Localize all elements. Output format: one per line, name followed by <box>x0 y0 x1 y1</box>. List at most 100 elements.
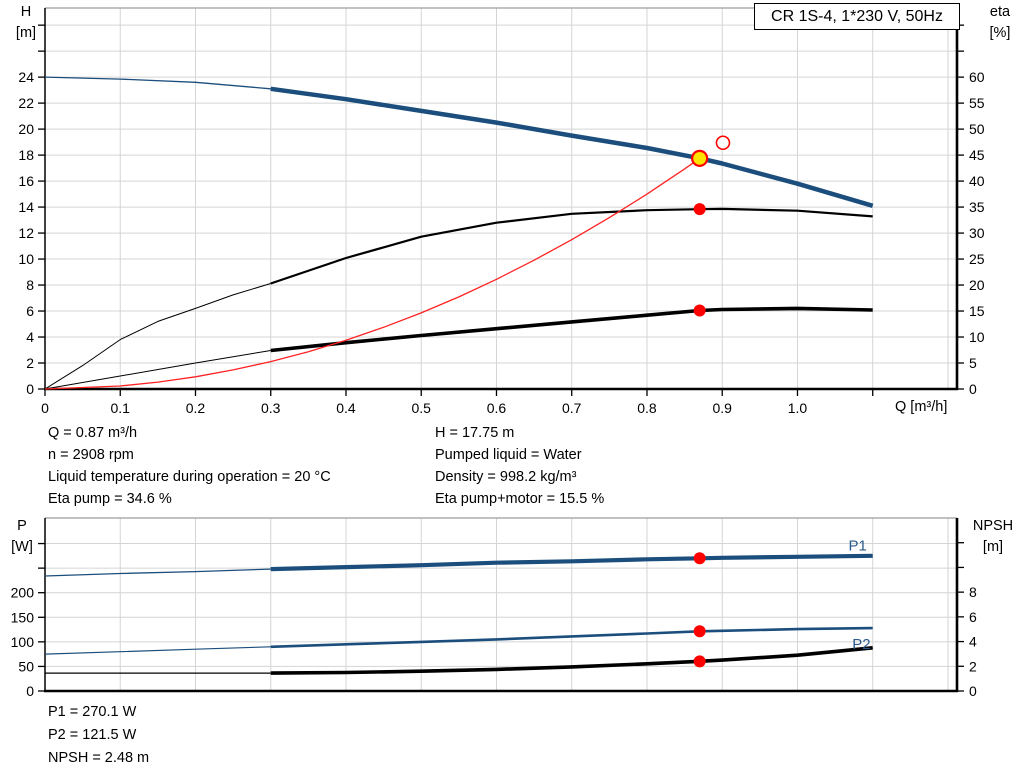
annotation-head: H = 17.75 m <box>435 425 515 441</box>
axis-ticks: 0 50 100 150 200 0 2 4 6 8 <box>11 542 977 699</box>
p1-curve <box>270 553 873 572</box>
p2-curve <box>270 626 873 649</box>
tick-label: 18 <box>18 147 34 163</box>
requested-duty-point <box>715 135 731 151</box>
annotation-speed: n = 2908 rpm <box>48 447 134 463</box>
tick-label: 1.0 <box>788 400 808 416</box>
eta-pump-motor-point <box>693 304 706 317</box>
p1-curve-lead-in <box>44 568 271 577</box>
power-info: P1 = 270.1 W P2 = 121.5 W NPSH = 2.48 m <box>48 701 149 770</box>
annotation-npsh: NPSH = 2.48 m <box>48 750 150 766</box>
tick-label: 0 <box>26 683 34 699</box>
tick-label: 0 <box>41 400 49 416</box>
tick-label: 50 <box>969 121 985 137</box>
tick-label: 30 <box>969 225 985 241</box>
gridlines <box>45 8 957 389</box>
tick-label: 150 <box>11 609 35 625</box>
gridlines <box>45 518 957 691</box>
p-axis-unit: [W] <box>11 539 33 555</box>
qh-curve <box>270 86 874 208</box>
qh-curve-lead-in <box>44 76 271 90</box>
annotation-flow: Q = 0.87 m³/h <box>48 425 138 441</box>
p2-curve-lead-in <box>44 646 271 655</box>
tick-label: 22 <box>18 95 34 111</box>
p1-point <box>693 552 706 565</box>
eta-axis-unit: [%] <box>989 25 1011 41</box>
tick-label: 25 <box>969 251 985 267</box>
tick-label: 20 <box>969 277 985 293</box>
tick-label: 0 <box>969 683 977 699</box>
tick-label: 0.4 <box>336 400 356 416</box>
tick-label: 0 <box>26 381 34 397</box>
tick-label: 0.2 <box>186 400 206 416</box>
tick-label: 24 <box>18 69 34 85</box>
eta-pump-lead-in <box>44 283 271 390</box>
qh-eta-chart: 0 0.1 0.2 0.3 0.4 0.5 0.6 0.7 0.8 0.9 1.0024681012… <box>18 7 985 416</box>
npsh-axis-title: NPSH <box>972 518 1014 534</box>
tick-label: 0.7 <box>562 400 582 416</box>
tick-label: 50 <box>18 658 34 674</box>
power-npsh-chart: 0 50 100 150 200 0 2 4 6 8 P1 P2 <box>11 517 977 699</box>
tick-label: 0.6 <box>487 400 507 416</box>
npsh-point <box>693 655 706 668</box>
annotation-p1: P1 = 270.1 W <box>48 704 137 720</box>
tick-label: 40 <box>969 173 985 189</box>
tick-label: 55 <box>969 95 985 111</box>
duty-point[interactable] <box>691 149 709 167</box>
curve-label-p2: P2 <box>852 636 870 653</box>
duty-info-left: Q = 0.87 m³/h n = 2908 rpm Liquid temper… <box>48 422 331 510</box>
tick-label: 10 <box>969 329 985 345</box>
p-axis-title: P <box>17 518 27 534</box>
tick-label: 2 <box>969 658 977 674</box>
tick-label: 15 <box>969 303 985 319</box>
tick-label: 8 <box>969 584 977 600</box>
plot-border <box>44 7 959 391</box>
tick-label: 0.5 <box>412 400 432 416</box>
annotation-eta-pump-motor: Eta pump+motor = 15.5 % <box>435 491 605 507</box>
tick-label: 200 <box>11 585 35 601</box>
annotation-temperature: Liquid temperature during operation = 20… <box>48 469 331 485</box>
eta-pump-motor-lead-in <box>44 350 271 390</box>
annotation-density: Density = 998.2 kg/m³ <box>435 469 577 485</box>
annotation-liquid: Pumped liquid = Water <box>435 447 582 463</box>
tick-label: 8 <box>26 277 34 293</box>
eta-pump-point <box>693 203 706 216</box>
npsh-axis-unit: [m] <box>982 539 1004 555</box>
tick-label: 60 <box>969 69 985 85</box>
eta-pump-curve <box>270 207 873 285</box>
tick-label: 6 <box>26 303 34 319</box>
annotation-eta-pump: Eta pump = 34.6 % <box>48 491 172 507</box>
duty-info-right: H = 17.75 m Pumped liquid = Water Densit… <box>435 422 604 510</box>
tick-label: 16 <box>18 173 34 189</box>
h-axis-title: H <box>20 4 32 20</box>
npsh-curve <box>270 646 873 675</box>
tick-label: 5 <box>969 355 977 371</box>
plot-border <box>44 517 959 693</box>
axis-ticks: 0 0.1 0.2 0.3 0.4 0.5 0.6 0.7 0.8 0.9 1.0024681012… <box>18 24 985 416</box>
tick-label: 4 <box>969 634 977 650</box>
p2-point <box>693 625 706 638</box>
tick-label: 0 <box>969 381 977 397</box>
eta-pump-motor-curve <box>270 306 873 353</box>
curve-label-p1: P1 <box>848 537 866 554</box>
tick-label: 20 <box>18 121 34 137</box>
h-axis-unit: [m] <box>15 25 37 41</box>
tick-label: 45 <box>969 147 985 163</box>
tick-label: 2 <box>26 355 34 371</box>
tick-label: 6 <box>969 609 977 625</box>
tick-label: 0.1 <box>111 400 131 416</box>
tick-label: 35 <box>969 199 985 215</box>
pump-title-box: CR 1S-4, 1*230 V, 50Hz <box>754 3 960 30</box>
tick-label: 4 <box>26 329 34 345</box>
annotation-p2: P2 = 121.5 W <box>48 727 137 743</box>
q-axis-title: Q [m³/h] <box>895 399 948 415</box>
eta-axis-title: eta <box>989 4 1011 20</box>
tick-label: 12 <box>18 225 34 241</box>
tick-label: 0.9 <box>712 400 732 416</box>
tick-label: 0.3 <box>261 400 281 416</box>
tick-label: 14 <box>18 199 34 215</box>
system-curve <box>44 157 701 390</box>
tick-label: 100 <box>11 634 35 650</box>
